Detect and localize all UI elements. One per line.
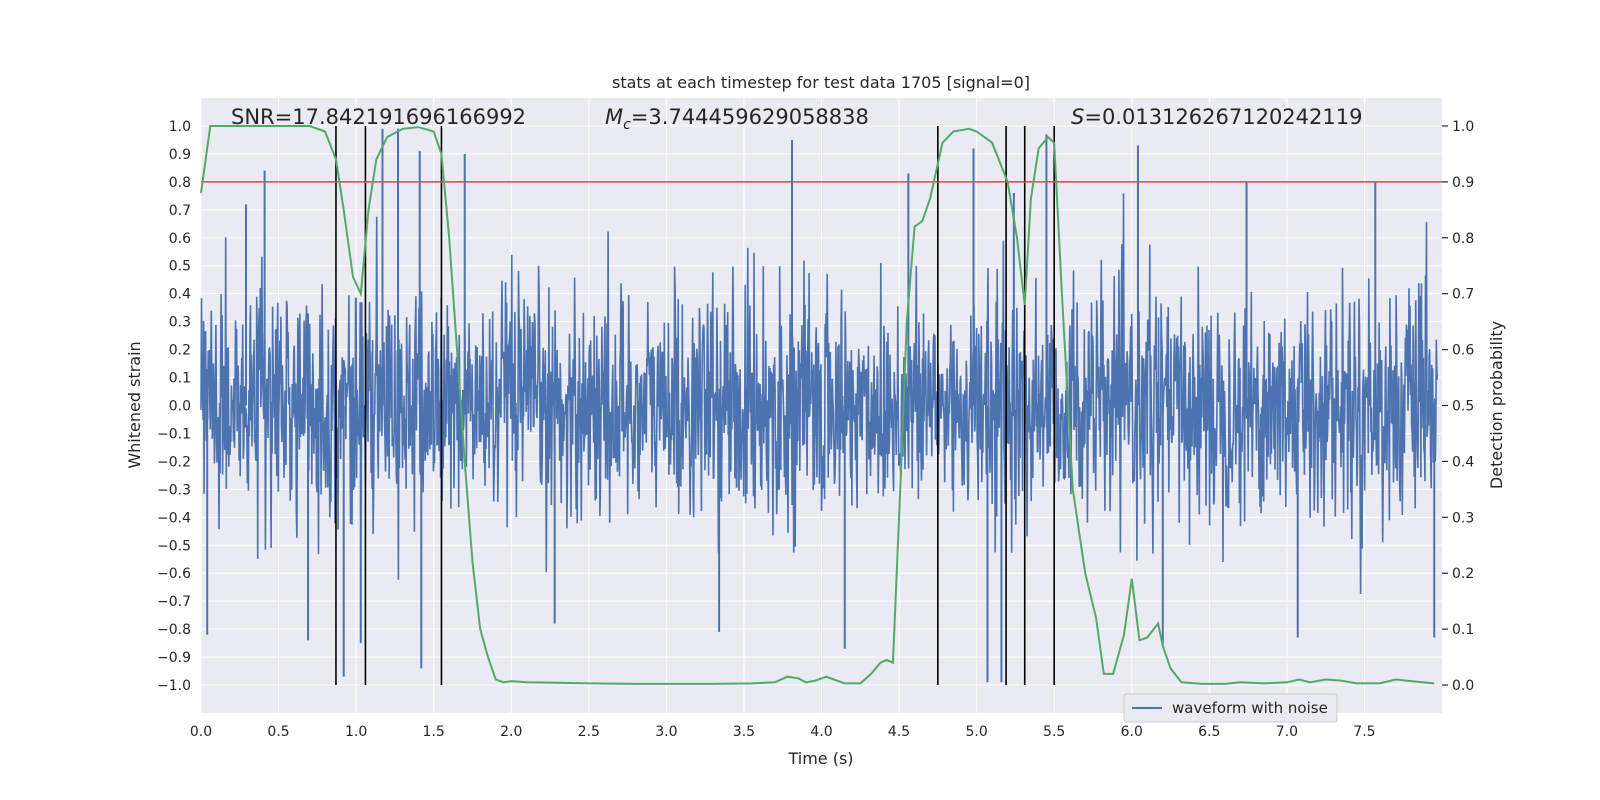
y2-tick-label: 0.2: [1452, 566, 1474, 582]
y-tick-label: −1.0: [157, 678, 191, 694]
x-tick-label: 7.0: [1276, 724, 1298, 740]
y-tick-label: 0.9: [169, 147, 191, 163]
x-tick-label: 2.5: [578, 724, 600, 740]
waveform-series: [200, 128, 1439, 683]
x-axis-label: Time (s): [787, 749, 853, 768]
y-tick-label: −0.2: [157, 454, 191, 470]
y-tick-label: −0.8: [157, 622, 191, 638]
waveform-line: [200, 193, 1439, 595]
x-tick-label: 6.5: [1198, 724, 1220, 740]
y2-axis-label: Detection probability: [1487, 321, 1506, 489]
y-axis-label: Whitened strain: [125, 341, 144, 468]
y-tick-label: −0.1: [157, 426, 191, 442]
y-tick-label: −0.4: [157, 510, 191, 526]
y2-tick-label: 0.7: [1452, 287, 1474, 303]
y2-tick-label: 0.1: [1452, 622, 1474, 638]
x-tick-label: 0.5: [267, 724, 289, 740]
probability-series: [200, 125, 1435, 685]
y2-tick-label: 1.0: [1452, 119, 1474, 135]
legend-box: [1123, 693, 1338, 723]
x-tick-label: 6.0: [1121, 724, 1143, 740]
x-tick-label: 5.5: [1043, 724, 1065, 740]
left-axis-ticks: 1.0 0.9 0.8 0.7 0.6 0.5 0.4 0.3 0.2 0.1 0.0 −0.1 −0.…: [157, 119, 191, 694]
y-tick-label: −0.6: [157, 566, 191, 582]
y-tick-label: −0.7: [157, 594, 191, 610]
vertical-markers: [335, 125, 1055, 686]
y2-tick-label: 0.0: [1452, 678, 1474, 694]
y-tick-label: 0.7: [169, 203, 191, 219]
y2-tick-label: 0.3: [1452, 510, 1474, 526]
mc-symbol: M: [605, 105, 623, 129]
right-axis-ticks: 1.0 0.9 0.8 0.7 0.6 0.5 0.4 0.3 0.2 0.1 0.0: [1442, 119, 1474, 694]
x-tick-label: 4.0: [810, 724, 832, 740]
s-symbol: S: [1071, 105, 1084, 129]
y-tick-label: −0.9: [157, 650, 191, 666]
chart-title: stats at each timestep for test data 170…: [612, 73, 1030, 92]
y2-tick-label: 0.5: [1452, 399, 1474, 415]
x-tick-label: 4.5: [888, 724, 910, 740]
mc-value: =3.744459629058838: [631, 105, 869, 129]
chirp-mass-annotation: Mc=3.744459629058838: [605, 105, 869, 133]
y-tick-label: 0.1: [169, 371, 191, 387]
y-tick-label: 0.5: [169, 259, 191, 275]
x-tick-label: 3.5: [733, 724, 755, 740]
y-tick-label: 0.3: [169, 315, 191, 331]
x-tick-label: 5.0: [965, 724, 987, 740]
mc-subscript: c: [623, 117, 631, 133]
legend-label: waveform with noise: [1172, 699, 1328, 717]
y-tick-label: −0.5: [157, 538, 191, 554]
x-tick-label: 3.0: [655, 724, 677, 740]
s-annotation: S=0.013126267120242119: [1071, 105, 1362, 129]
legend: waveform with noise: [1123, 693, 1338, 723]
x-tick-label: 2.0: [500, 724, 522, 740]
y-tick-label: 0.0: [169, 399, 191, 415]
x-tick-label: 1.5: [423, 724, 445, 740]
x-tick-label: 7.5: [1353, 724, 1375, 740]
y2-tick-label: 0.9: [1452, 175, 1474, 191]
s-value: =0.013126267120242119: [1084, 105, 1362, 129]
x-tick-label: 0.0: [190, 724, 212, 740]
y-tick-label: 0.4: [169, 287, 191, 303]
snr-annotation: SNR=17.842191696166992: [231, 105, 526, 129]
y2-tick-label: 0.4: [1452, 454, 1474, 470]
y-tick-label: 1.0: [169, 119, 191, 135]
y2-tick-label: 0.6: [1452, 343, 1474, 359]
x-axis-ticks: 0.0 0.5 1.0 1.5 2.0 2.5 3.0 3.5 4.0 4.5 5.0 5.5 6.0 6…: [190, 724, 1376, 740]
probability-line: [200, 125, 1435, 685]
y-tick-label: 0.2: [169, 343, 191, 359]
y-tick-label: 0.6: [169, 231, 191, 247]
y2-tick-label: 0.8: [1452, 231, 1474, 247]
y-tick-label: −0.3: [157, 482, 191, 498]
x-tick-label: 1.0: [345, 724, 367, 740]
y-tick-label: 0.8: [169, 175, 191, 191]
